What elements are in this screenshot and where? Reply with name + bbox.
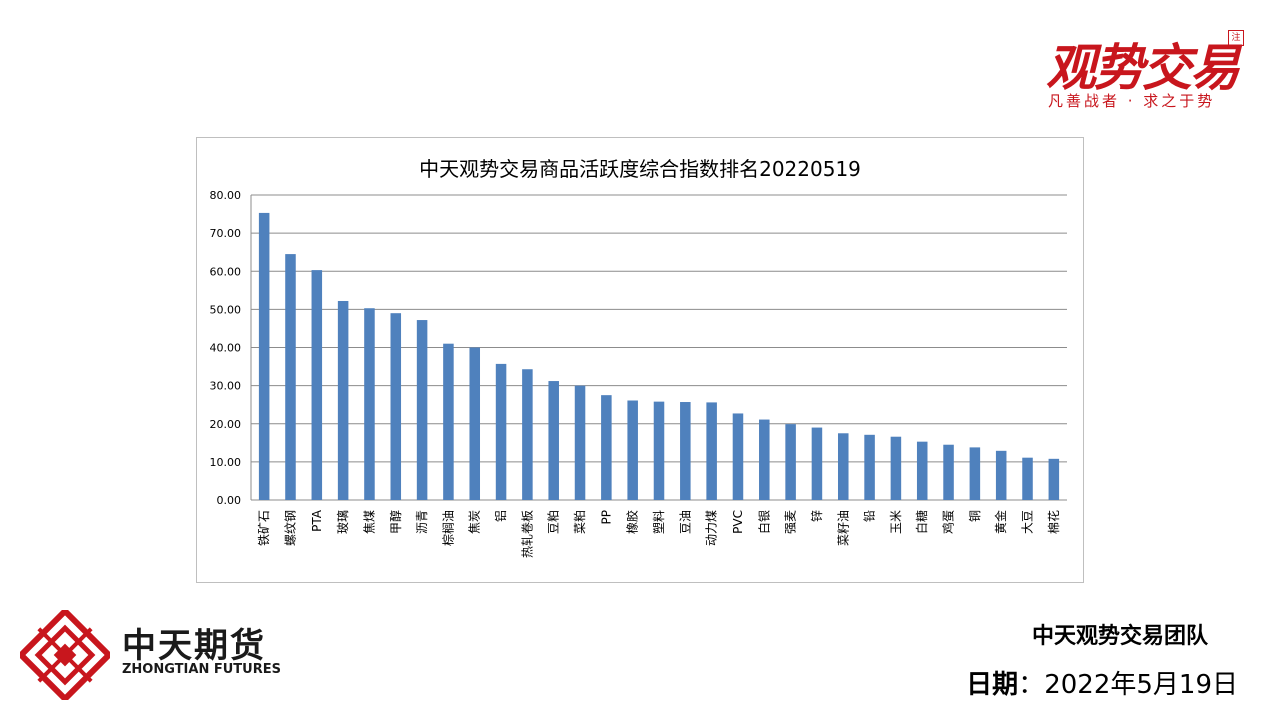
x-tick-label: 棉花 [1046, 510, 1061, 534]
bar-12 [548, 381, 559, 500]
bar-6 [390, 313, 402, 500]
y-tick-label: 30.00 [210, 380, 242, 393]
bar-23 [837, 433, 849, 500]
bar-2 [285, 254, 296, 500]
bar-15 [627, 400, 638, 500]
x-tick-label: 菜粕 [572, 510, 587, 534]
date-separator: ： [1018, 670, 1045, 700]
report-date: 日期：2022年5月19日 [966, 664, 1238, 701]
x-tick-label: 焦煤 [362, 510, 376, 534]
x-tick-label: 铝 [493, 510, 508, 522]
bar-21 [785, 424, 796, 500]
x-tick-label: 铁矿石 [257, 510, 271, 546]
brand-title: 观势交易 [1046, 38, 1240, 97]
brand-seal: 注 [1228, 30, 1244, 46]
y-tick-label: 20.00 [210, 418, 242, 431]
x-tick-label: 铅 [863, 510, 877, 522]
bar-25 [890, 436, 902, 500]
y-tick-label: 70.00 [210, 227, 242, 240]
bar-19 [732, 413, 744, 500]
x-tick-label: 强麦 [784, 510, 798, 534]
x-tick-label: PP [599, 510, 613, 524]
x-tick-label: 塑料 [651, 510, 666, 534]
x-tick-label: 螺纹钢 [283, 510, 297, 546]
x-tick-label: PVC [731, 510, 745, 534]
logo-name: 中天期货 [122, 626, 266, 666]
x-tick-label: 玉米 [889, 510, 903, 534]
x-tick-label: 白银 [756, 510, 771, 534]
x-tick-label: 焦炭 [468, 510, 482, 534]
x-tick-label: 豆粕 [546, 510, 561, 534]
bar-13 [574, 385, 586, 500]
company-logo: 中天期货 ZHONGTIAN FUTURES [20, 610, 300, 700]
bar-20 [759, 419, 770, 500]
bar-30 [1022, 457, 1033, 500]
x-tick-label: 甲醇 [388, 510, 403, 534]
bar-9 [469, 347, 481, 500]
x-tick-label: PTA [310, 509, 324, 532]
logo-mark-icon [20, 610, 110, 700]
bar-1 [258, 212, 270, 500]
bar-5 [364, 308, 375, 500]
x-tick-label: 铜 [967, 510, 982, 522]
bar-16 [653, 401, 665, 500]
bar-18 [706, 402, 717, 500]
bar-7 [416, 320, 428, 500]
bar-chart: 中天观势交易商品活跃度综合指数排名20220519 0.00 10.00 20.00… [210, 157, 1067, 558]
x-tick-label: 橡胶 [625, 510, 640, 534]
date-value: 2022年5月19日 [1044, 670, 1238, 700]
bar-17 [680, 402, 691, 500]
bar-14 [601, 395, 612, 500]
bar-4 [337, 300, 349, 500]
x-tick-label: 菜籽油 [836, 510, 850, 546]
y-tick-label: 60.00 [210, 265, 242, 278]
bar-28 [969, 447, 981, 500]
team-name: 中天观势交易团队 [1031, 624, 1208, 649]
x-tick-label: 白糖 [914, 510, 929, 534]
y-tick-label: 0.00 [217, 494, 242, 507]
y-tick-label: 80.00 [210, 189, 242, 202]
x-tick-label: 沥青 [415, 510, 429, 534]
x-tick-label: 动力煤 [705, 510, 719, 546]
y-tick-label: 10.00 [210, 456, 242, 469]
brand-slogan: 凡善战者 · 求之于势 [1048, 92, 1216, 110]
chart-frame: 中天观势交易商品活跃度综合指数排名20220519 0.00 10.00 20.00… [196, 137, 1084, 583]
bar-27 [943, 444, 954, 500]
logo-english-name: ZHONGTIAN FUTURES [122, 662, 281, 677]
x-tick-label: 大豆 [1021, 510, 1035, 534]
x-tick-label: 玻璃 [336, 510, 350, 534]
x-tick-label: 豆油 [678, 510, 692, 534]
bar-11 [522, 369, 533, 500]
x-tick-label: 棕榈油 [440, 510, 455, 546]
y-tick-label: 50.00 [210, 303, 242, 316]
x-tick-label: 黄金 [993, 510, 1008, 534]
bar-10 [495, 363, 507, 500]
bar-3 [311, 270, 323, 500]
x-tick-label: 锌 [810, 510, 824, 522]
bar-8 [443, 343, 454, 500]
bar-26 [916, 441, 928, 500]
bar-22 [811, 427, 823, 500]
y-tick-label: 40.00 [210, 342, 242, 355]
x-tick-label: 热轧卷板 [519, 510, 534, 558]
date-label: 日期 [966, 670, 1019, 700]
brand-header: 观势交易 注 凡善战者 · 求之于势 [1040, 22, 1250, 112]
bar-24 [864, 434, 875, 500]
bar-29 [995, 450, 1007, 500]
bar-31 [1048, 458, 1060, 500]
x-tick-label: 鸡蛋 [941, 510, 956, 534]
chart-title: 中天观势交易商品活跃度综合指数排名20220519 [419, 157, 861, 181]
